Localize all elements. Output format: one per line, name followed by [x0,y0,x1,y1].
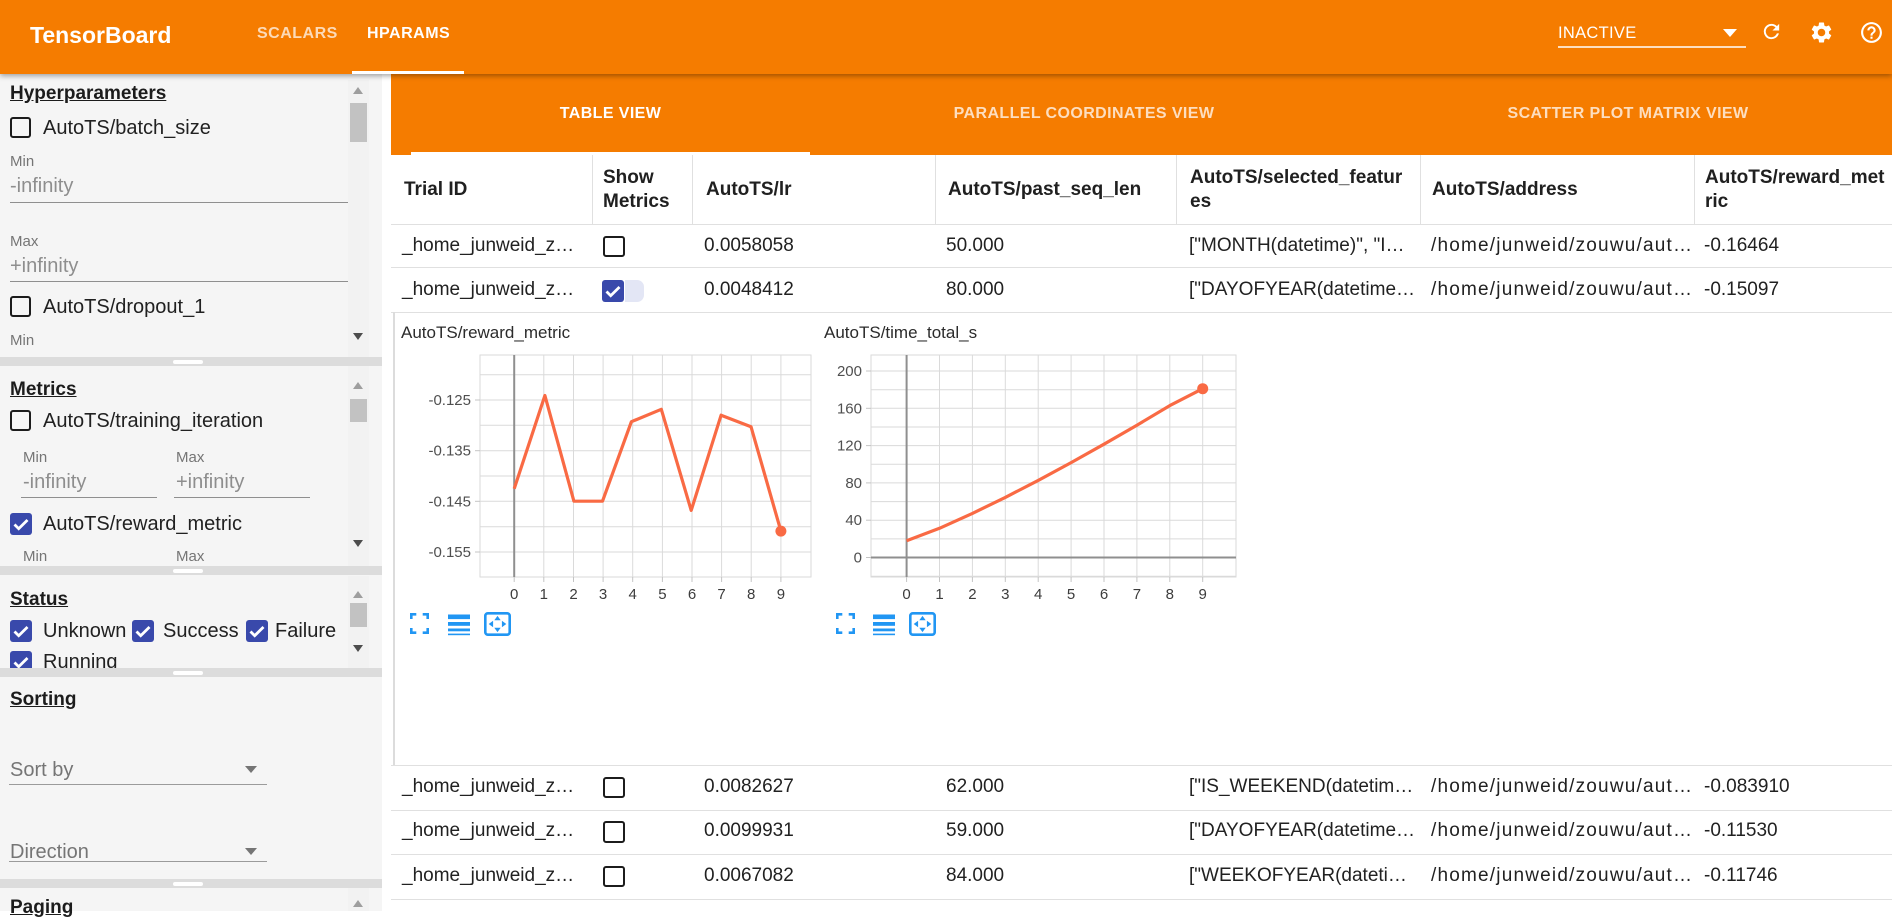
svg-text:80: 80 [845,475,862,492]
svg-text:4: 4 [1034,586,1042,603]
svg-text:160: 160 [837,400,862,417]
svg-text:5: 5 [1067,586,1075,603]
svg-text:-0.145: -0.145 [428,493,471,510]
svg-text:-0.125: -0.125 [428,392,471,409]
svg-text:0: 0 [854,550,862,567]
svg-text:2: 2 [569,586,577,603]
svg-text:7: 7 [717,586,725,603]
svg-text:0: 0 [902,586,910,603]
svg-text:6: 6 [688,586,696,603]
svg-text:9: 9 [777,586,785,603]
svg-text:5: 5 [658,586,666,603]
svg-text:120: 120 [837,438,862,455]
svg-text:3: 3 [599,586,607,603]
svg-text:0: 0 [510,586,518,603]
svg-text:200: 200 [837,363,862,380]
svg-text:7: 7 [1133,586,1141,603]
svg-text:2: 2 [968,586,976,603]
svg-text:-0.135: -0.135 [428,443,471,460]
svg-text:40: 40 [845,512,862,529]
svg-text:8: 8 [1166,586,1174,603]
svg-text:3: 3 [1001,586,1009,603]
svg-text:4: 4 [629,586,637,603]
svg-text:8: 8 [747,586,755,603]
svg-text:6: 6 [1100,586,1108,603]
svg-text:9: 9 [1199,586,1207,603]
svg-text:1: 1 [540,586,548,603]
svg-text:-0.155: -0.155 [428,544,471,561]
svg-text:1: 1 [935,586,943,603]
